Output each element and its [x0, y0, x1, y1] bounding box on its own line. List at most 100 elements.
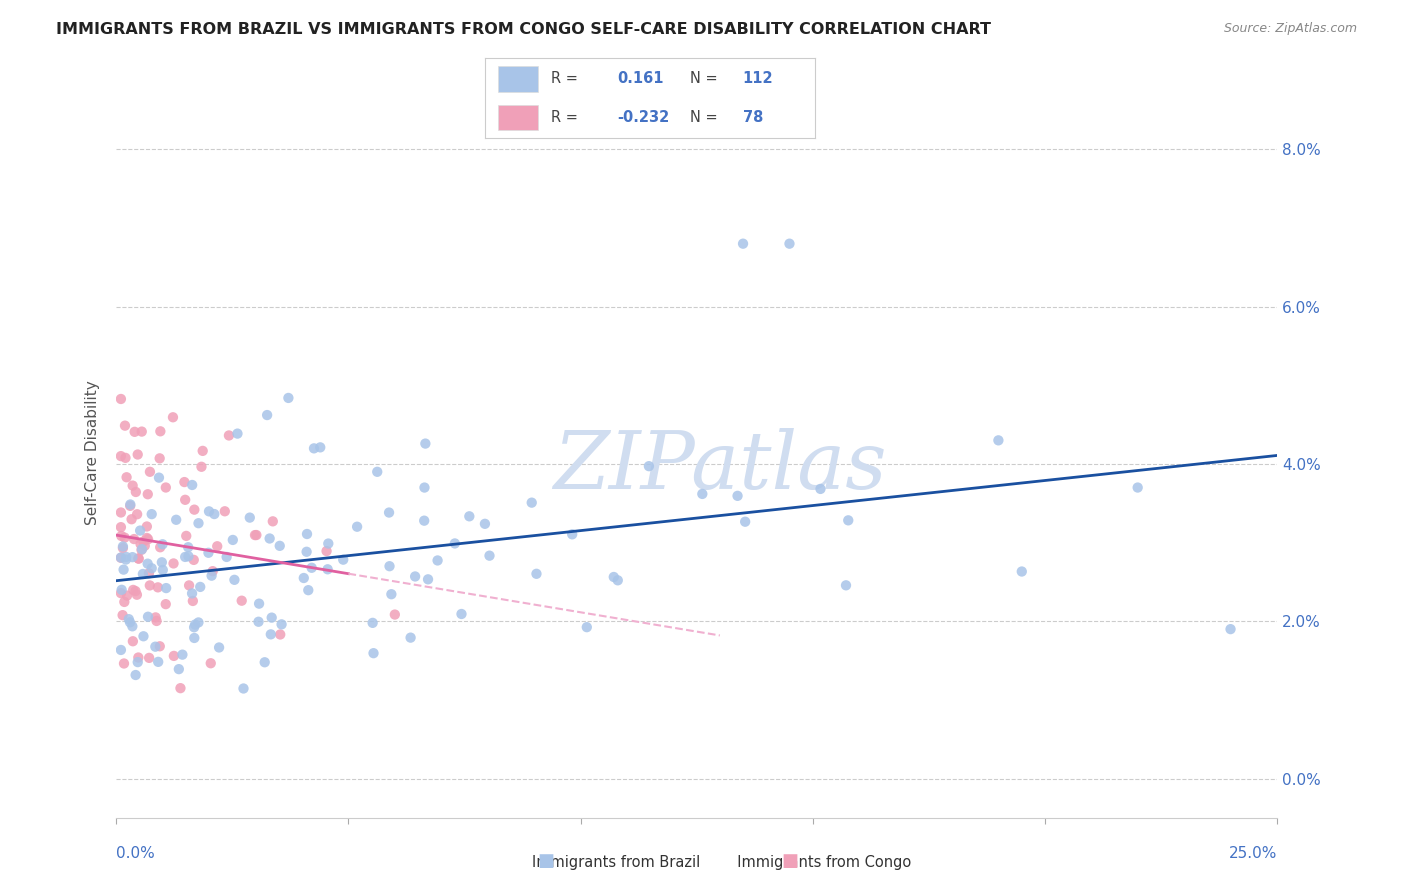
Point [155, 597, 177, 611]
Point [301, 561, 323, 575]
Point [136, 557, 159, 571]
Point [215, 549, 238, 564]
Point [118, 612, 141, 626]
Point [316, 562, 339, 576]
Point [110, 643, 132, 657]
Point [269, 539, 291, 553]
Text: Source: ZipAtlas.com: Source: ZipAtlas.com [1223, 22, 1357, 36]
Point [110, 550, 132, 565]
Point [366, 465, 388, 479]
Text: ■: ■ [537, 852, 554, 870]
Point [197, 546, 219, 560]
Point [183, 502, 205, 516]
Point [247, 615, 270, 629]
Point [520, 496, 543, 510]
Point [127, 650, 149, 665]
Y-axis label: Self-Care Disability: Self-Care Disability [86, 380, 100, 524]
Bar [498, 66, 538, 92]
Point [399, 631, 422, 645]
Point [277, 391, 299, 405]
Point [638, 459, 661, 474]
Point [315, 544, 337, 558]
Point [149, 640, 172, 654]
Point [131, 542, 153, 557]
Point [132, 629, 155, 643]
Point [110, 392, 132, 406]
Bar [498, 104, 538, 130]
Point [136, 609, 159, 624]
Point [122, 582, 145, 597]
Point [222, 533, 245, 547]
Point [214, 504, 236, 518]
Point [121, 512, 143, 526]
Point [121, 550, 143, 565]
Point [112, 595, 135, 609]
Point [183, 553, 205, 567]
Point [260, 627, 283, 641]
Text: ZIPatlas: ZIPatlas [553, 428, 887, 506]
Point [413, 481, 436, 495]
Point [122, 532, 145, 546]
Point [148, 470, 170, 484]
Point [416, 572, 439, 586]
Point [128, 551, 150, 566]
Point [302, 442, 325, 456]
Point [114, 418, 136, 433]
Point [120, 498, 142, 512]
Point [253, 655, 276, 669]
Point [297, 583, 319, 598]
Point [110, 506, 132, 520]
Point [124, 425, 146, 439]
Point [129, 537, 152, 551]
Point [110, 586, 132, 600]
Point [270, 617, 292, 632]
Point [361, 615, 384, 630]
Point [734, 515, 756, 529]
Point [426, 553, 449, 567]
Point [148, 655, 170, 669]
Point [134, 539, 156, 553]
Point [127, 448, 149, 462]
Point [332, 552, 354, 566]
Point [112, 657, 135, 671]
Point [810, 482, 832, 496]
Text: 25.0%: 25.0% [1229, 847, 1277, 862]
Point [124, 668, 146, 682]
Point [1011, 565, 1033, 579]
Point [218, 428, 240, 442]
Point [121, 478, 143, 492]
Point [458, 509, 481, 524]
Point [174, 529, 197, 543]
Text: 0.0%: 0.0% [117, 847, 155, 862]
Point [256, 408, 278, 422]
Point [200, 657, 222, 671]
Point [131, 542, 153, 557]
Point [131, 425, 153, 439]
Point [141, 561, 163, 575]
Point [200, 568, 222, 582]
Point [149, 451, 172, 466]
Point [145, 610, 167, 624]
Point [1219, 622, 1241, 636]
Point [478, 549, 501, 563]
Point [135, 531, 157, 545]
Point [125, 588, 148, 602]
Point [132, 534, 155, 549]
Point [201, 564, 224, 578]
Point [259, 532, 281, 546]
Point [115, 549, 138, 564]
Point [110, 529, 132, 543]
Point [120, 499, 142, 513]
Text: Immigrants from Brazil        Immigrants from Congo: Immigrants from Brazil Immigrants from C… [495, 855, 911, 870]
Point [111, 582, 134, 597]
Point [183, 620, 205, 634]
Text: N =: N = [690, 110, 717, 125]
Point [727, 489, 749, 503]
Point [150, 555, 173, 569]
Point [111, 608, 134, 623]
Point [114, 531, 136, 545]
Point [136, 487, 159, 501]
Point [132, 566, 155, 581]
Point [112, 563, 135, 577]
Point [526, 566, 548, 581]
